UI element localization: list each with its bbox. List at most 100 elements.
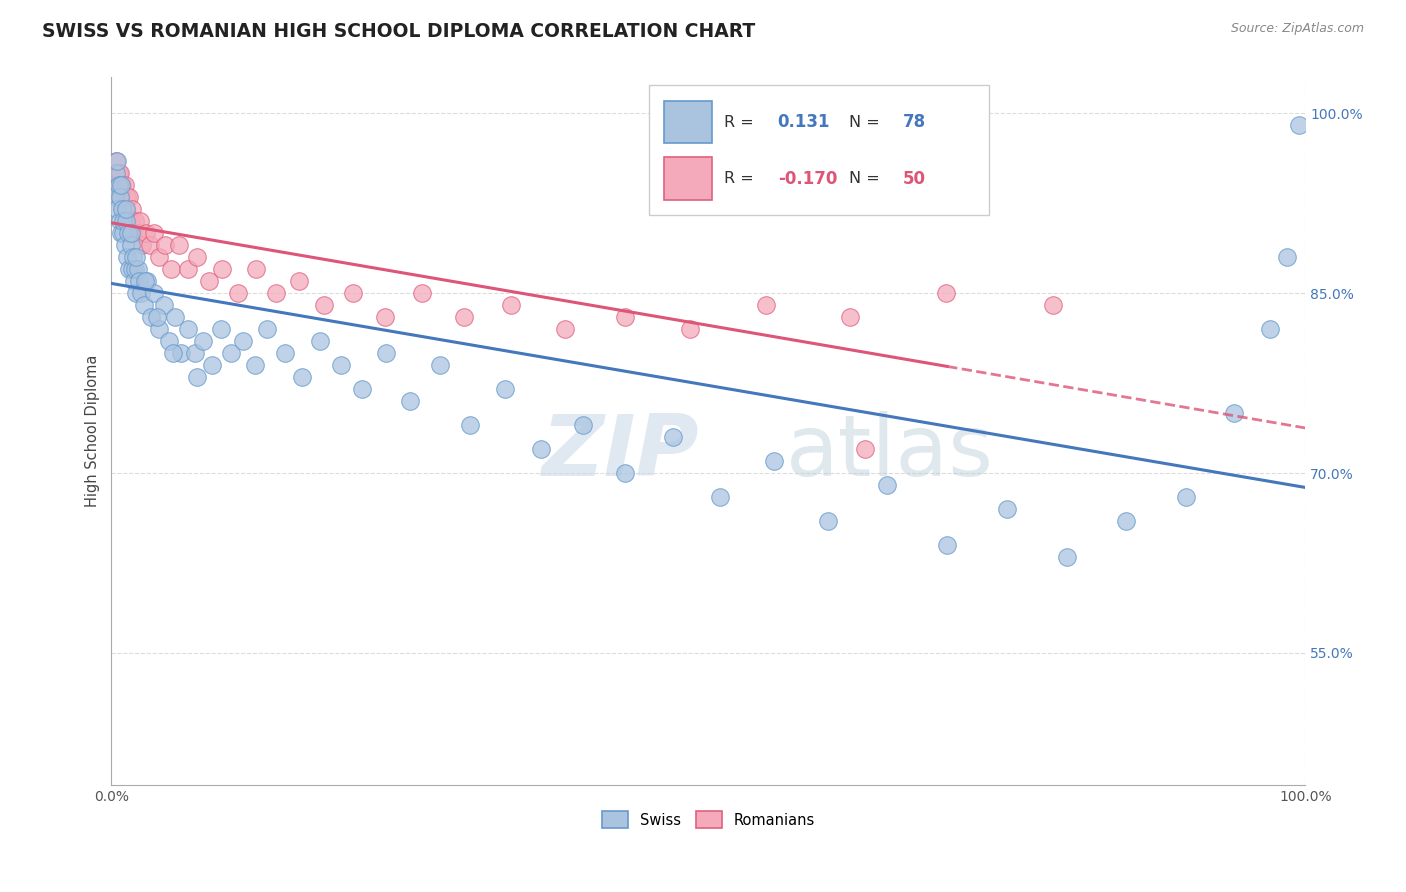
Point [112, 227, 135, 241]
Point [1258, 322, 1281, 336]
Text: 0.131: 0.131 [778, 113, 830, 131]
Point [111, 178, 134, 193]
Point [125, 286, 148, 301]
Point [104, 166, 127, 180]
Point [157, 334, 180, 348]
Point [169, 238, 191, 252]
Point [219, 346, 242, 360]
Point [143, 227, 166, 241]
Point [679, 322, 702, 336]
Point [114, 238, 136, 252]
Point [120, 238, 142, 252]
Point [329, 358, 352, 372]
Point [312, 298, 335, 312]
Point [501, 298, 523, 312]
Point [105, 166, 128, 180]
Point [342, 286, 364, 301]
Point [122, 274, 145, 288]
Point [107, 178, 129, 193]
Point [1042, 298, 1064, 312]
Point [755, 298, 778, 312]
Point [177, 322, 200, 336]
Point [114, 202, 136, 217]
Point [995, 502, 1018, 516]
Point [1288, 119, 1310, 133]
Point [110, 190, 132, 204]
FancyBboxPatch shape [648, 85, 988, 215]
Point [186, 250, 208, 264]
Point [118, 262, 141, 277]
Legend: Swiss, Romanians: Swiss, Romanians [596, 805, 821, 834]
Point [763, 454, 786, 468]
Point [108, 190, 131, 204]
Point [108, 214, 131, 228]
Point [1277, 250, 1299, 264]
Point [530, 442, 553, 456]
FancyBboxPatch shape [664, 101, 711, 144]
Point [148, 322, 170, 336]
Text: ZIP: ZIP [541, 411, 699, 494]
Point [1115, 514, 1137, 528]
Point [112, 202, 135, 217]
Point [107, 190, 129, 204]
Point [661, 430, 683, 444]
Point [554, 322, 576, 336]
Point [107, 166, 129, 180]
Text: atlas: atlas [786, 411, 994, 494]
Point [153, 238, 176, 252]
Y-axis label: High School Diploma: High School Diploma [86, 355, 100, 508]
Point [817, 514, 839, 528]
Point [264, 286, 287, 301]
Point [935, 286, 957, 301]
Point [118, 190, 141, 204]
Point [375, 346, 398, 360]
Point [853, 442, 876, 456]
Point [143, 286, 166, 301]
Text: N =: N = [849, 171, 886, 186]
Point [709, 490, 731, 504]
Text: -0.170: -0.170 [778, 169, 837, 187]
Point [399, 394, 422, 409]
Point [128, 274, 150, 288]
Point [114, 214, 136, 228]
Point [146, 310, 169, 325]
Point [352, 382, 374, 396]
Point [201, 358, 224, 372]
Point [105, 202, 128, 217]
Point [148, 250, 170, 264]
Point [153, 298, 176, 312]
Point [138, 238, 160, 252]
Point [288, 274, 311, 288]
Point [374, 310, 396, 325]
Point [117, 214, 139, 228]
Point [226, 286, 249, 301]
Point [198, 274, 221, 288]
Point [184, 346, 207, 360]
Point [124, 262, 146, 277]
Point [110, 227, 132, 241]
Text: 50: 50 [903, 169, 927, 187]
Point [839, 310, 862, 325]
Text: N =: N = [849, 114, 886, 129]
Point [613, 466, 636, 480]
Point [112, 214, 135, 228]
Point [120, 227, 142, 241]
Point [160, 262, 183, 277]
Point [453, 310, 475, 325]
Point [108, 166, 131, 180]
Text: R =: R = [724, 114, 759, 129]
Point [114, 202, 136, 217]
Point [131, 238, 153, 252]
Point [169, 346, 191, 360]
Point [309, 334, 332, 348]
Point [139, 310, 162, 325]
Point [458, 418, 481, 433]
Point [1222, 406, 1244, 420]
Point [120, 214, 142, 228]
Point [177, 262, 200, 277]
Point [245, 262, 267, 277]
FancyBboxPatch shape [664, 157, 711, 200]
Point [136, 274, 159, 288]
Point [122, 227, 145, 241]
Point [209, 322, 232, 336]
